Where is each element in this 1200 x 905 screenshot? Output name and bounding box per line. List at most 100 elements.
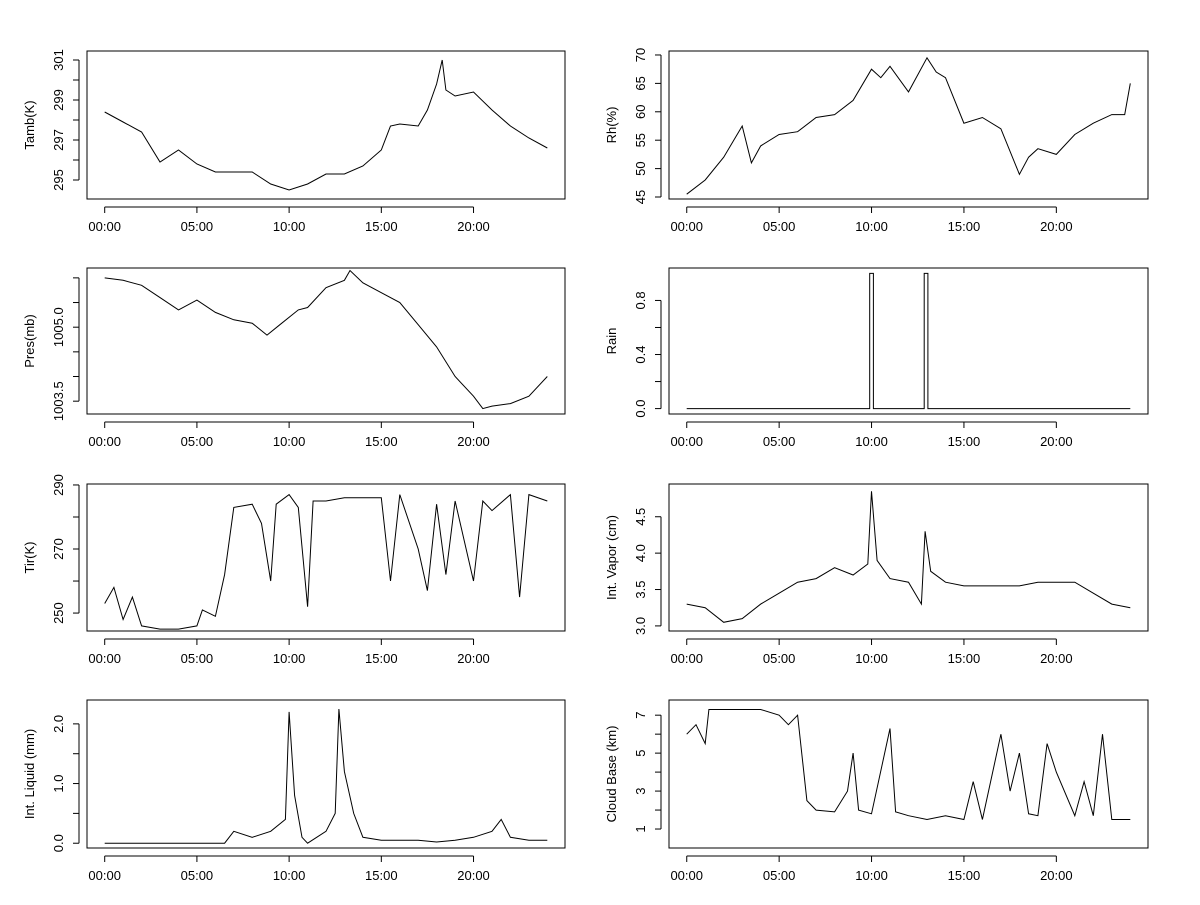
y-tick-label: 2.0 (51, 715, 66, 733)
x-tick-label: 20:00 (457, 434, 490, 449)
x-tick-label: 00:00 (88, 651, 121, 666)
y-tick-label: 50 (633, 161, 648, 175)
y-tick-label: 270 (51, 538, 66, 560)
y-tick-label: 0.8 (633, 291, 648, 309)
x-tick-label: 00:00 (88, 219, 121, 234)
x-tick-label: 10:00 (273, 434, 306, 449)
y-tick-label: 4.5 (633, 508, 648, 526)
plot-frame (86, 483, 566, 632)
x-tick-label: 05:00 (181, 219, 214, 234)
plot-frame (668, 50, 1149, 200)
y-tick-label: 1003.5 (51, 381, 66, 421)
x-tick-label: 20:00 (1040, 434, 1073, 449)
y-tick-label: 3 (633, 787, 648, 794)
y-tick-label: 55 (633, 133, 648, 147)
x-tick-label: 10:00 (855, 219, 888, 234)
panel-2: 00:00 05:00 10:00 15:00 20:00 1003.5 1005.0 Pre… (22, 267, 566, 449)
series-line (104, 59, 548, 191)
series-line (686, 709, 1131, 821)
panel-0: 00:00 05:00 10:00 15:00 20:00 295 297 299 301 Tam… (22, 49, 566, 234)
x-tick-label: 00:00 (670, 651, 703, 666)
x-tick-label: 20:00 (457, 868, 490, 883)
x-tick-label: 00:00 (670, 219, 703, 234)
y-tick-label: 295 (51, 169, 66, 191)
x-tick-label: 10:00 (273, 651, 306, 666)
y-axis-title: Int. Vapor (cm) (604, 515, 619, 600)
series-line (104, 269, 548, 410)
plot-frame (668, 699, 1149, 849)
y-tick-label: 7 (633, 712, 648, 719)
y-tick-label: 250 (51, 602, 66, 624)
x-tick-label: 15:00 (365, 219, 398, 234)
x-tick-label: 15:00 (948, 434, 981, 449)
panel-1: 00:00 05:00 10:00 15:00 20:00 45 50 55 60 65 70 Rh(… (604, 48, 1149, 234)
plot-frame (86, 267, 566, 415)
y-axis-title: Int. Liquid (mm) (22, 729, 37, 819)
x-tick-label: 20:00 (457, 219, 490, 234)
x-tick-label: 15:00 (948, 868, 981, 883)
y-tick-label: 3.5 (633, 580, 648, 598)
y-tick-label: 0.0 (633, 400, 648, 418)
x-tick-label: 10:00 (855, 651, 888, 666)
y-tick-label: 1005.0 (51, 307, 66, 347)
x-tick-label: 15:00 (365, 868, 398, 883)
x-tick-label: 20:00 (1040, 219, 1073, 234)
y-tick-label: 65 (633, 76, 648, 90)
y-tick-label: 45 (633, 190, 648, 204)
panel-6: 00:00 05:00 10:00 15:00 20:00 0.0 1.0 2.0 Int. L… (22, 699, 566, 883)
y-tick-label: 5 (633, 750, 648, 757)
y-axis-title: Cloud Base (km) (604, 726, 619, 823)
y-tick-label: 70 (633, 48, 648, 62)
x-tick-label: 20:00 (1040, 868, 1073, 883)
y-axis-title: Rain (604, 328, 619, 355)
y-tick-label: 0.0 (51, 834, 66, 852)
x-tick-label: 10:00 (273, 868, 306, 883)
x-tick-label: 00:00 (88, 868, 121, 883)
x-tick-label: 20:00 (1040, 651, 1073, 666)
y-tick-label: 1.0 (51, 775, 66, 793)
series-line (686, 491, 1131, 623)
y-tick-label: 301 (51, 49, 66, 71)
x-tick-label: 05:00 (763, 868, 796, 883)
y-tick-label: 0.4 (633, 345, 648, 363)
x-tick-label: 00:00 (670, 868, 703, 883)
y-tick-label: 4.0 (633, 544, 648, 562)
y-tick-label: 290 (51, 474, 66, 496)
x-tick-label: 05:00 (181, 868, 214, 883)
y-tick-label: 299 (51, 89, 66, 111)
x-tick-label: 05:00 (181, 651, 214, 666)
panel-4: 00:00 05:00 10:00 15:00 20:00 250 270 290 Tir(K) (22, 474, 566, 666)
y-tick-label: 297 (51, 129, 66, 151)
x-tick-label: 10:00 (855, 434, 888, 449)
series-line (686, 272, 1131, 410)
plot-frame (86, 699, 566, 849)
x-tick-label: 15:00 (365, 651, 398, 666)
y-axis-title: Tamb(K) (22, 100, 37, 149)
x-tick-label: 10:00 (855, 868, 888, 883)
x-tick-label: 05:00 (763, 219, 796, 234)
series-line (104, 493, 548, 630)
series-line (686, 56, 1131, 195)
y-tick-label: 1 (633, 825, 648, 832)
x-tick-label: 20:00 (457, 651, 490, 666)
x-tick-label: 05:00 (763, 651, 796, 666)
x-tick-label: 15:00 (365, 434, 398, 449)
x-tick-label: 05:00 (181, 434, 214, 449)
plot-frame (668, 267, 1149, 415)
x-tick-label: 05:00 (763, 434, 796, 449)
y-tick-label: 60 (633, 105, 648, 119)
panel-7: 00:00 05:00 10:00 15:00 20:00 1 3 5 7 Cloud Base … (604, 699, 1149, 883)
y-axis-title: Tir(K) (22, 541, 37, 573)
x-tick-label: 00:00 (670, 434, 703, 449)
x-tick-label: 10:00 (273, 219, 306, 234)
y-axis-title: Rh(%) (604, 107, 619, 144)
plot-frame (668, 483, 1149, 632)
series-line (104, 708, 548, 844)
panel-3: 00:00 05:00 10:00 15:00 20:00 0.0 0.4 0.8 Rain (604, 267, 1149, 449)
panel-5: 00:00 05:00 10:00 15:00 20:00 3.0 3.5 4.0 4.5 Int… (604, 483, 1149, 666)
y-axis-title: Pres(mb) (22, 314, 37, 367)
x-tick-label: 00:00 (88, 434, 121, 449)
x-tick-label: 15:00 (948, 219, 981, 234)
y-tick-label: 3.0 (633, 617, 648, 635)
